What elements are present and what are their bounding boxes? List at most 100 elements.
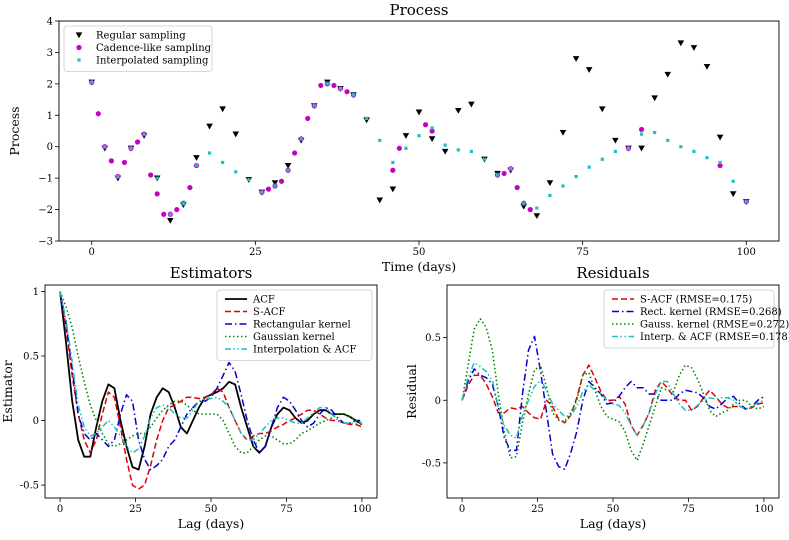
process-point-square <box>168 212 172 216</box>
process-point-triangle-down <box>612 137 619 144</box>
process-point-square <box>548 193 552 198</box>
process-xtick-label: 0 <box>89 247 95 258</box>
process-point-square <box>286 168 290 172</box>
estimators-series-line-4 <box>59 291 362 454</box>
process-point-triangle-down <box>651 95 658 102</box>
process-point-triangle-down <box>664 71 672 78</box>
estimators-ytick-label: 0.5 <box>23 352 39 363</box>
process-point-square <box>234 170 238 174</box>
estimators-panel: Estimators 0 25 50 75 100 -0.5 0 0.5 1 Lag (days) E… <box>0 264 378 531</box>
process-point-triangle-down <box>166 217 174 224</box>
process-point-square <box>561 184 565 188</box>
process-point-circle <box>527 206 533 213</box>
process-point-square <box>469 149 473 154</box>
process-point-circle <box>174 206 180 213</box>
estimators-series-line-1 <box>59 291 363 490</box>
process-point-square <box>509 167 513 171</box>
process-point-circle <box>95 111 101 117</box>
process-point-square <box>731 179 735 183</box>
process-xtick-label: 100 <box>737 247 756 258</box>
process-point-circle <box>344 89 350 95</box>
process-ytick-label: 1 <box>47 111 53 122</box>
process-point-triangle-down <box>415 109 423 116</box>
process-xlabel: Time (days) <box>382 259 456 274</box>
residuals-xtick-label: 100 <box>754 504 773 515</box>
process-point-square <box>587 165 591 169</box>
process-point-square <box>273 184 277 188</box>
process-point-circle <box>278 178 285 184</box>
process-legend-marker <box>77 58 81 62</box>
process-point-triangle-down <box>428 136 436 143</box>
process-point-triangle-down <box>402 133 410 139</box>
process-point-triangle-down <box>703 63 711 70</box>
residuals-xtick-label: 0 <box>459 504 465 515</box>
process-point-square <box>613 149 617 154</box>
residuals-legend-label: Interp. & ACF (RMSE=0.178) <box>640 332 789 343</box>
estimators-title: Estimators <box>170 264 253 282</box>
process-point-circle <box>134 139 141 145</box>
process-point-square <box>653 130 657 135</box>
process-point-circle <box>318 82 324 89</box>
process-point-circle <box>429 128 435 134</box>
estimators-ylabel: Estimator <box>0 360 15 422</box>
process-ytick-label: 0 <box>47 142 53 153</box>
process-point-square <box>155 176 159 180</box>
process-point-circle <box>638 126 645 133</box>
process-point-triangle-down <box>454 107 462 114</box>
estimators-xlabel: Lag (days) <box>178 516 244 531</box>
residuals-legend-label: Gauss. kernel (RMSE=0.272) <box>640 320 789 331</box>
estimators-legend-label: S-ACF <box>253 307 285 318</box>
process-point-circle <box>501 170 507 177</box>
residuals-xtick-label: 50 <box>607 504 620 515</box>
process-point-square <box>247 178 251 182</box>
process-point-circle <box>154 191 160 197</box>
process-point-triangle-down <box>598 106 606 113</box>
residuals-panel: Residuals 0 25 50 75 100 -0.5 0 0.5 Lag (days) Res… <box>404 264 789 531</box>
process-point-triangle-down <box>219 106 226 113</box>
process-point-square <box>325 82 329 86</box>
process-legend-label: Interpolated sampling <box>96 56 209 67</box>
process-point-square <box>417 134 421 138</box>
process-point-triangle-down <box>638 145 645 152</box>
process-point-square <box>129 146 133 150</box>
process-axes-frame <box>58 20 780 242</box>
residuals-legend: S-ACF (RMSE=0.175)Rect. kernel (RMSE=0.2… <box>603 289 789 349</box>
process-panel: Process 0 25 50 75 100 −3 −2 −1 0 1 2 3 4 Time (days) P… <box>7 1 780 274</box>
process-point-circle <box>305 115 311 122</box>
process-point-triangle-down <box>206 123 213 130</box>
process-point-circle <box>390 167 396 173</box>
process-title: Process <box>390 1 449 19</box>
residuals-series-line-2 <box>461 317 765 462</box>
process-point-triangle-down <box>677 40 685 47</box>
residuals-series-line-3 <box>461 361 765 439</box>
process-point-square <box>142 132 146 136</box>
process-point-square <box>482 157 487 161</box>
process-ytick-label: −3 <box>38 237 53 248</box>
estimators-legend-label: ACF <box>252 295 275 306</box>
process-point-circle <box>148 172 154 178</box>
process-point-triangle-down <box>441 148 449 155</box>
process-point-square <box>574 174 578 179</box>
process-point-triangle-down <box>572 56 580 62</box>
residuals-ylabel: Residual <box>404 364 419 419</box>
process-point-triangle-down <box>363 117 370 124</box>
estimators-legend-box <box>216 289 373 361</box>
process-ytick-label: 3 <box>47 48 53 59</box>
process-ytick-label: 2 <box>47 79 53 90</box>
process-point-triangle-down <box>729 191 737 198</box>
process-point-circle <box>187 184 193 191</box>
process-legend-label: Cadence-like sampling <box>96 43 212 54</box>
process-point-square <box>207 151 212 155</box>
process-point-square <box>495 173 500 177</box>
residuals-axes-frame <box>446 284 780 499</box>
process-point-triangle-down <box>389 186 397 193</box>
process-legend-label: Regular sampling <box>96 31 186 42</box>
process-point-square <box>116 174 120 179</box>
process-point-square <box>221 160 225 165</box>
estimators-xtick-label: 0 <box>57 504 63 515</box>
process-point-square <box>666 138 670 143</box>
process-point-square <box>679 145 683 149</box>
process-point-triangle-down <box>284 162 292 169</box>
